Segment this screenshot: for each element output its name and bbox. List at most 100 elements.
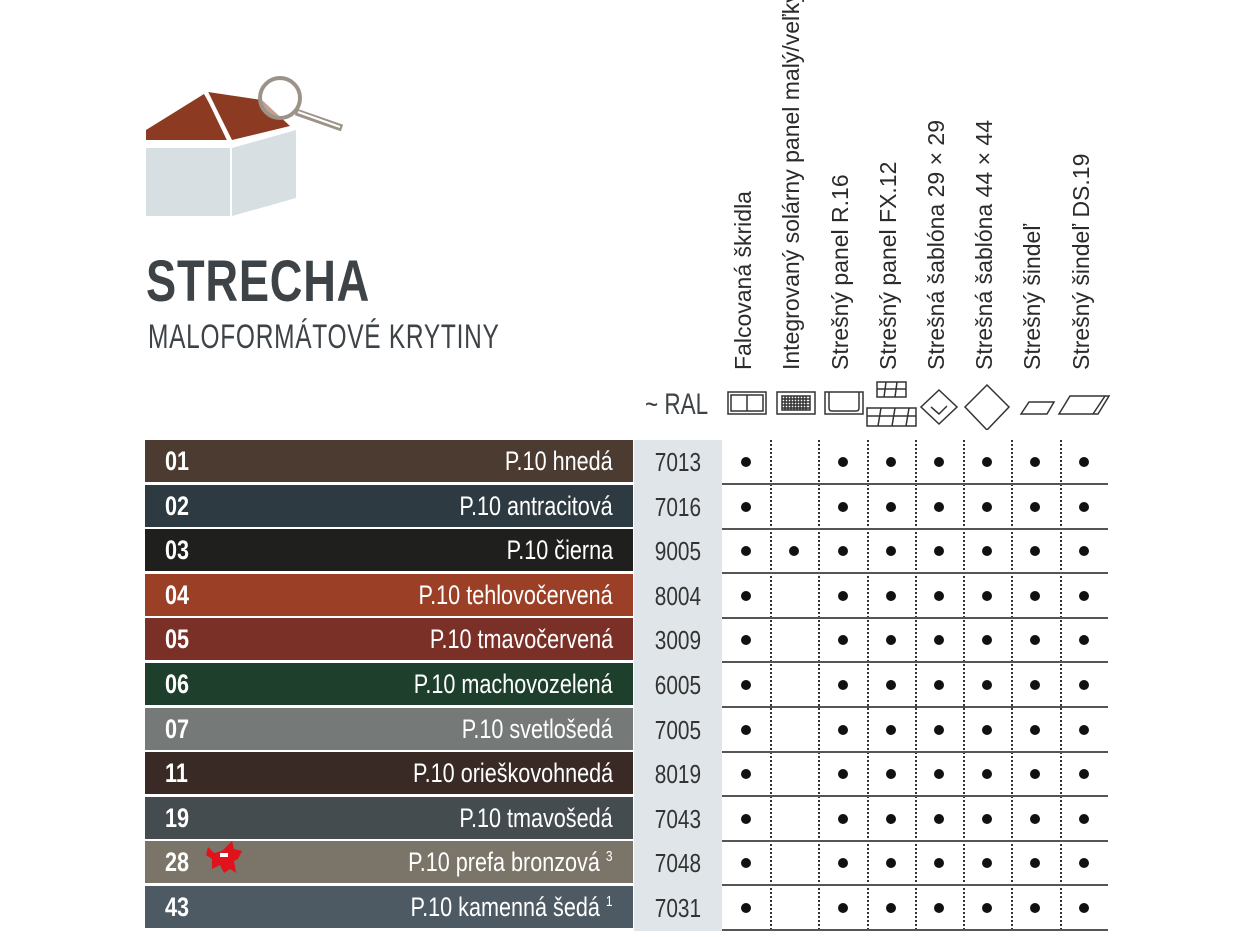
availability-dot <box>886 903 896 913</box>
availability-dot <box>886 590 896 601</box>
row-divider <box>722 527 1108 530</box>
row-divider <box>722 706 1108 708</box>
availability-dot <box>838 501 848 512</box>
availability-dot <box>886 457 896 467</box>
row-divider <box>722 616 1108 619</box>
availability-dot <box>1079 635 1089 646</box>
color-number: 02 <box>165 490 190 521</box>
column-header: Falcovaná škridla <box>730 10 759 370</box>
row-divider <box>722 929 1108 931</box>
column-header-label: Strešný panel FX.12 <box>875 161 901 370</box>
column-header-label: Integrovaný solárny panel malý/veľký <box>778 0 804 370</box>
availability-dot <box>934 590 944 601</box>
availability-dot <box>934 501 944 512</box>
color-name: P.10 prefa bronzová 3 <box>408 847 613 878</box>
availability-dot <box>934 813 944 824</box>
availability-dot <box>982 546 992 557</box>
availability-dot <box>1030 769 1040 780</box>
color-name: P.10 orieškovohnedá <box>412 758 613 789</box>
availability-dot <box>741 769 751 780</box>
availability-dot <box>934 635 944 646</box>
availability-dot <box>1030 724 1040 735</box>
availability-dot <box>838 590 848 601</box>
availability-dot <box>886 858 896 869</box>
table-row: 07 P.10 svetlošedá 7005 <box>145 707 1108 753</box>
column-divider <box>867 440 869 930</box>
availability-dot <box>934 769 944 780</box>
color-swatch-bar: 28 P.10 prefa bronzová 3 <box>145 841 633 884</box>
availability-dot <box>838 903 848 913</box>
color-number: 19 <box>165 802 190 833</box>
column-divider <box>1060 440 1062 930</box>
row-divider <box>722 572 1108 575</box>
column-header: Strešná šablóna 44 × 44 <box>971 10 1000 370</box>
availability-dot <box>741 501 751 512</box>
availability-dot <box>838 769 848 780</box>
availability-dot <box>1079 724 1089 735</box>
availability-dot <box>838 546 848 557</box>
availability-dot <box>1030 590 1040 601</box>
ral-code: 7043 <box>634 796 722 842</box>
availability-dot <box>1079 501 1089 512</box>
sablona-44-icon <box>963 383 1011 430</box>
color-number: 11 <box>165 758 188 789</box>
column-divider <box>770 440 772 930</box>
color-number: 07 <box>165 713 190 744</box>
availability-dot <box>1030 635 1040 646</box>
color-name: P.10 tmavošedá <box>459 802 613 833</box>
column-header-label: Falcovaná škridla <box>730 191 756 370</box>
availability-dot <box>741 590 751 601</box>
column-icons <box>727 381 1111 430</box>
availability-dot <box>886 724 896 735</box>
availability-dot <box>741 680 751 690</box>
availability-dot <box>1079 858 1089 869</box>
column-header: Strešná šablóna 29 × 29 <box>923 10 952 370</box>
sablona-29-icon <box>919 388 959 426</box>
availability-dot <box>886 501 896 512</box>
availability-dot <box>934 858 944 869</box>
table-row: 05 P.10 tmavočervená 3009 <box>145 618 1108 664</box>
availability-dot <box>1030 680 1040 690</box>
ral-code: 8004 <box>634 573 722 619</box>
availability-dot <box>741 724 751 735</box>
column-header-label: Strešná šablóna 29 × 29 <box>923 120 949 370</box>
availability-dot <box>886 813 896 824</box>
color-number: 43 <box>165 892 190 922</box>
availability-dot <box>1079 813 1089 824</box>
availability-dot <box>838 724 848 735</box>
availability-dot <box>1079 769 1089 780</box>
color-swatch-bar: 03 P.10 čierna <box>145 529 633 572</box>
color-number: 03 <box>165 535 190 566</box>
ral-code: 3009 <box>634 618 722 664</box>
availability-dot <box>838 457 848 467</box>
footnote: 1 <box>606 893 613 910</box>
page-subtitle: MALOFORMÁTOVÉ KRYTINY <box>148 318 500 356</box>
ral-code: 7016 <box>634 484 722 530</box>
color-name: P.10 machovozelená <box>414 669 613 699</box>
color-swatch-bar: 43 P.10 kamenná šedá 1 <box>145 886 633 928</box>
availability-dot <box>886 546 896 557</box>
ral-code: 7005 <box>634 707 722 753</box>
sindel-icon <box>1019 401 1056 415</box>
table-row: 19 P.10 tmavošedá 7043 <box>145 796 1108 842</box>
column-header: Strešný panel FX.12 <box>875 10 904 370</box>
ral-code: 8019 <box>634 752 722 798</box>
availability-dot <box>1030 858 1040 869</box>
roof-search-logo-icon <box>146 76 344 216</box>
row-divider <box>722 884 1108 887</box>
panel-fx12-icon <box>866 381 917 427</box>
availability-dot <box>1030 501 1040 512</box>
falcovana-skridla-icon <box>727 391 767 415</box>
availability-dot <box>1079 546 1089 557</box>
availability-dot <box>838 635 848 646</box>
row-divider <box>722 661 1108 664</box>
ral-header: ~ RAL <box>645 388 709 421</box>
availability-dot <box>886 635 896 646</box>
availability-dot <box>1079 680 1089 690</box>
table-row: 28 P.10 prefa bronzová 3 7048 <box>145 841 1108 887</box>
ral-code: 7013 <box>634 440 722 485</box>
availability-dot <box>982 813 992 824</box>
column-header-label: Strešný šindeľ DS.19 <box>1068 153 1094 370</box>
color-swatch-bar: 02 P.10 antracitová <box>145 484 633 527</box>
color-name: P.10 svetlošedá <box>462 713 613 744</box>
